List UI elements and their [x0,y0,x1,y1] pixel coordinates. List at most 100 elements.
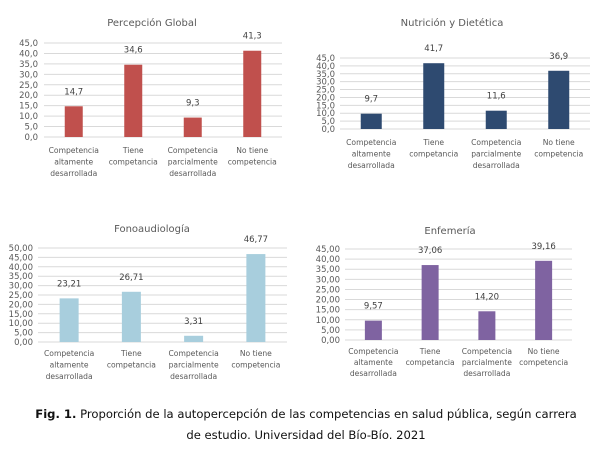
bar [64,106,83,137]
category-label: Competencia altamente desarrollada [348,347,398,378]
y-tick-label: 45,0 [316,54,335,64]
category-label-line: No tiene [240,349,272,358]
y-tick-label: 15,00 [9,310,33,320]
category-label-line: Competencia [348,347,398,356]
data-label: 39,16 [531,242,555,252]
chart-title: Nutrición y Dietética [401,17,504,29]
category-label-line: desarrollada [169,169,216,178]
category-label-line: Competencia [471,138,521,147]
category-label-line: competencia [534,150,583,159]
category-label-line: competancia [107,361,156,370]
category-label-line: Competencia [346,138,396,147]
data-label: 9,3 [186,99,200,109]
category-label-line: altamente [352,150,391,159]
category-label-line: No tiene [528,347,560,356]
data-label: 14,7 [64,87,83,97]
data-label: 41,3 [243,32,262,42]
y-tick-label: 40,0 [19,49,38,59]
y-tick-label: 0,00 [321,336,340,346]
bar [121,291,141,342]
category-label-line: Tiene [122,146,144,155]
bar [478,311,496,340]
y-tick-label: 45,00 [316,245,340,255]
category-label-line: desarrollada [170,372,217,381]
y-tick-label: 15,0 [316,101,335,111]
bar [243,50,262,137]
category-label-line: desarrollada [473,161,520,170]
category-label-line: altamente [354,358,393,367]
data-label: 46,77 [244,235,268,245]
category-label-line: competancia [406,358,455,367]
data-label: 36,9 [549,52,568,62]
y-tick-label: 45,00 [9,253,33,263]
chart-title: Enfemería [424,225,475,237]
y-tick-label: 10,0 [19,112,38,122]
category-label-line: altamente [50,361,89,370]
y-tick-label: 35,0 [19,60,38,70]
category-label-line: Tiene [422,138,444,147]
category-label-line: parcialmente [462,358,512,367]
y-tick-label: 25,0 [316,86,335,96]
category-label-line: Competencia [49,146,99,155]
y-tick-label: 20,0 [316,93,335,103]
y-tick-label: 30,0 [316,78,335,88]
category-label-line: desarrollada [463,369,510,378]
category-label: Competencia parcialmente desarrollada [462,347,512,378]
bar [59,298,79,342]
data-label: 9,7 [364,95,378,105]
category-label: Competencia altamente desarrollada [346,138,396,170]
category-label: Tiene competancia [409,138,458,159]
category-label: No tiene competencia [228,146,277,167]
data-label: 11,6 [487,92,506,102]
category-label-line: parcialmente [169,361,219,370]
category-label-line: competencia [519,358,568,367]
category-label-line: competancia [109,158,158,167]
y-tick-label: 40,00 [9,263,33,273]
y-tick-label: 20,00 [316,296,340,306]
y-tick-label: 25,0 [19,81,38,91]
category-label-line: desarrollada [350,369,397,378]
y-tick-label: 50,00 [9,244,33,254]
y-tick-label: 35,0 [316,70,335,80]
bar [360,113,382,129]
bar [124,64,143,137]
category-label: No tiene competencia [231,349,280,370]
chart-title: Fonoaudiología [114,223,190,235]
y-tick-label: 20,0 [19,91,38,101]
bar [423,63,445,129]
caption-label: Fig. 1. [35,407,77,421]
y-tick-label: 35,00 [316,265,340,275]
bar [535,260,553,340]
category-label: Competencia parcialmente desarrollada [471,138,521,170]
bar [548,70,570,129]
category-label-line: Competencia [44,349,94,358]
category-label-line: desarrollada [46,372,93,381]
y-tick-label: 20,00 [9,300,33,310]
chart-nutricion-dietetica: Nutrición y Dietética 0,05,010,015,020,02… [316,17,590,170]
category-label: Competencia altamente desarrollada [44,349,94,381]
category-label-line: Competencia [462,347,512,356]
caption-line-1: Fig. 1. Proporción de la autopercepción … [0,404,612,425]
category-label: Competencia altamente desarrollada [49,146,99,178]
y-tick-label: 35,00 [9,272,33,282]
y-tick-label: 25,00 [316,285,340,295]
data-label: 37,06 [418,246,442,256]
data-label: 26,71 [119,273,143,283]
category-label-line: desarrollada [50,169,97,178]
chart-enfermeria: Enfemería 0,005,0010,0015,0020,0025,0030,… [316,225,572,378]
bar [246,254,266,342]
category-label: Tiene competancia [109,146,158,167]
category-label-line: competancia [409,150,458,159]
y-tick-label: 15,00 [316,306,340,316]
category-label-line: competencia [231,361,280,370]
chart-fonoaudiologia: Fonoaudiología 0,005,0010,0015,0020,0025,… [9,223,287,381]
category-label-line: No tiene [543,138,575,147]
data-label: 23,21 [57,279,81,289]
y-tick-label: 40,0 [316,62,335,72]
y-tick-label: 0,0 [321,125,335,135]
category-label: No tiene competencia [534,138,583,159]
caption-line-2: de estudio. Universidad del Bío-Bío. 202… [186,428,426,442]
category-label-line: Tiene [419,347,441,356]
y-tick-label: 10,00 [316,316,340,326]
y-tick-label: 5,00 [14,329,33,339]
